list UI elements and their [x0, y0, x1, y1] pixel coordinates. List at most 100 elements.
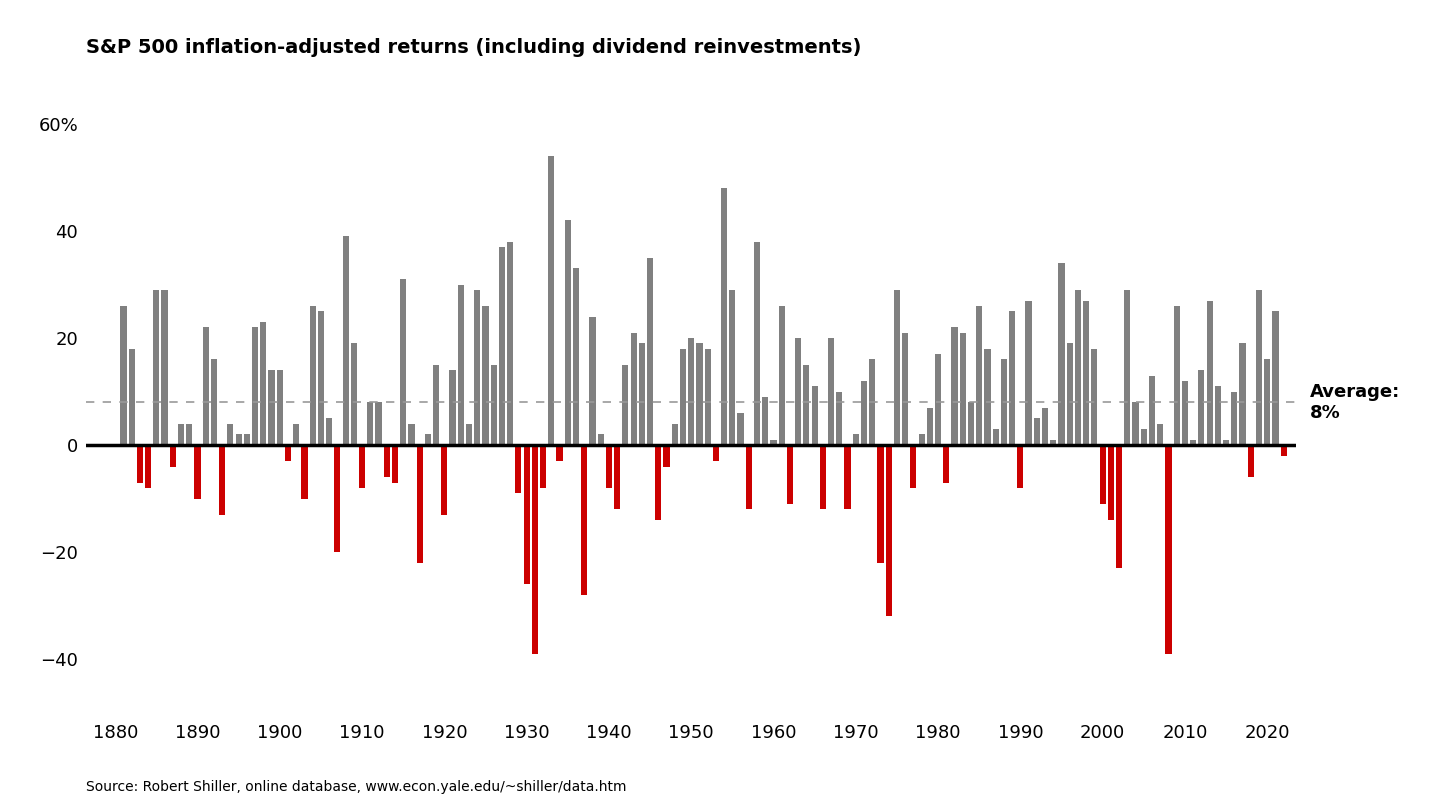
Bar — [210, 360, 217, 446]
Bar — [639, 343, 645, 446]
Bar — [1017, 446, 1024, 488]
Bar — [1182, 381, 1188, 446]
Bar — [1132, 403, 1139, 446]
Bar — [1247, 446, 1254, 477]
Bar — [318, 311, 324, 446]
Bar — [179, 424, 184, 446]
Bar — [1107, 446, 1115, 520]
Bar — [507, 241, 513, 446]
Bar — [573, 268, 579, 446]
Bar — [952, 327, 958, 446]
Text: S&P 500 inflation-adjusted returns (including dividend reinvestments): S&P 500 inflation-adjusted returns (incl… — [86, 38, 861, 57]
Bar — [1050, 440, 1057, 446]
Bar — [844, 446, 851, 509]
Bar — [1223, 440, 1230, 446]
Bar — [812, 386, 818, 446]
Bar — [992, 429, 999, 446]
Bar — [236, 434, 242, 446]
Bar — [203, 327, 209, 446]
Bar — [261, 322, 266, 446]
Bar — [392, 446, 397, 483]
Bar — [400, 279, 406, 446]
Bar — [1158, 424, 1164, 446]
Bar — [1231, 391, 1237, 446]
Bar — [1116, 446, 1122, 569]
Bar — [491, 364, 497, 446]
Bar — [153, 290, 160, 446]
Bar — [1240, 343, 1246, 446]
Bar — [161, 290, 167, 446]
Bar — [713, 446, 719, 461]
Bar — [697, 343, 703, 446]
Bar — [228, 424, 233, 446]
Bar — [425, 434, 431, 446]
Bar — [194, 446, 200, 499]
Bar — [688, 338, 694, 446]
Bar — [819, 446, 827, 509]
Bar — [704, 349, 711, 446]
Bar — [910, 446, 916, 488]
Bar — [359, 446, 366, 488]
Bar — [606, 446, 612, 488]
Bar — [433, 364, 439, 446]
Bar — [935, 354, 942, 446]
Bar — [351, 343, 357, 446]
Bar — [1256, 290, 1261, 446]
Bar — [1280, 446, 1287, 456]
Bar — [1207, 301, 1212, 446]
Bar — [1264, 360, 1270, 446]
Bar — [219, 446, 225, 514]
Bar — [540, 446, 546, 488]
Bar — [613, 446, 621, 509]
Bar — [268, 370, 275, 446]
Bar — [795, 338, 801, 446]
Bar — [1058, 263, 1064, 446]
Bar — [959, 333, 966, 446]
Bar — [186, 424, 193, 446]
Bar — [861, 381, 867, 446]
Bar — [549, 156, 554, 446]
Bar — [1083, 301, 1089, 446]
Bar — [622, 364, 628, 446]
Bar — [441, 446, 448, 514]
Bar — [1001, 360, 1007, 446]
Bar — [582, 446, 588, 595]
Text: Source: Robert Shiller, online database, www.econ.yale.edu/~shiller/data.htm: Source: Robert Shiller, online database,… — [86, 780, 626, 794]
Bar — [968, 403, 973, 446]
Bar — [1074, 290, 1081, 446]
Bar — [564, 220, 570, 446]
Bar — [294, 424, 300, 446]
Bar — [655, 446, 661, 520]
Bar — [498, 247, 505, 446]
Bar — [737, 413, 743, 446]
Bar — [376, 403, 382, 446]
Bar — [383, 446, 390, 477]
Bar — [671, 424, 678, 446]
Bar — [531, 446, 539, 654]
Bar — [325, 419, 333, 446]
Bar — [664, 446, 670, 467]
Bar — [145, 446, 151, 488]
Bar — [1092, 349, 1097, 446]
Bar — [647, 258, 654, 446]
Bar — [598, 434, 603, 446]
Bar — [1100, 446, 1106, 504]
Bar — [1025, 301, 1031, 446]
Bar — [556, 446, 563, 461]
Bar — [252, 327, 258, 446]
Bar — [985, 349, 991, 446]
Bar — [1034, 419, 1040, 446]
Bar — [310, 306, 315, 446]
Bar — [137, 446, 143, 483]
Bar — [852, 434, 858, 446]
Bar — [516, 446, 521, 493]
Bar — [367, 403, 373, 446]
Bar — [482, 306, 488, 446]
Bar — [1067, 343, 1073, 446]
Bar — [589, 317, 596, 446]
Bar — [285, 446, 291, 461]
Bar — [755, 241, 760, 446]
Bar — [1140, 429, 1146, 446]
Bar — [170, 446, 176, 467]
Bar — [276, 370, 282, 446]
